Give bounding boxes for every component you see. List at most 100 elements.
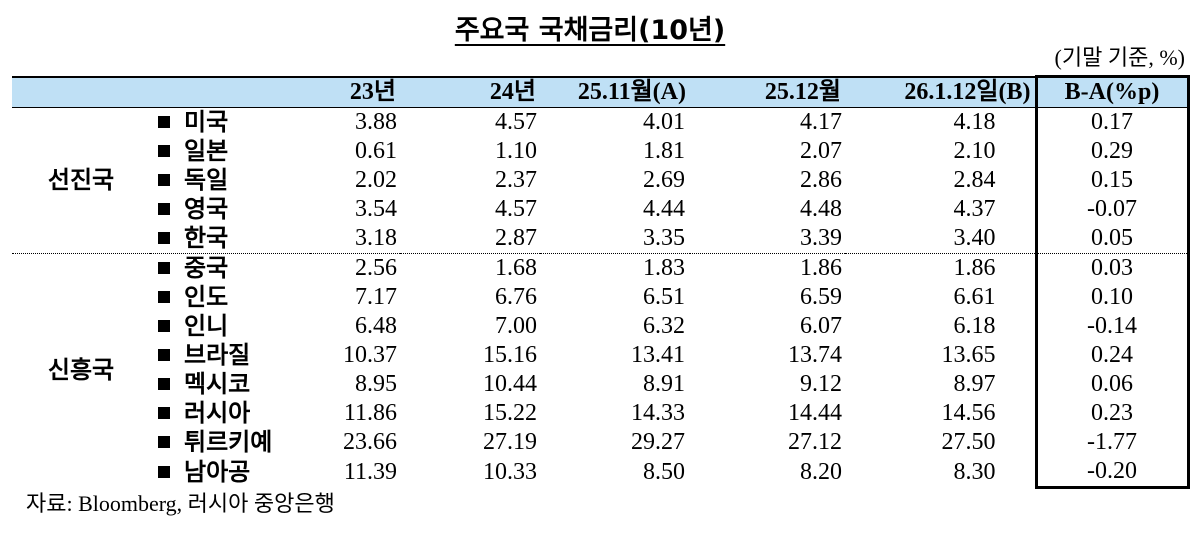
- country-cell: 미국: [150, 108, 310, 138]
- country: 중국: [184, 254, 229, 282]
- value-cell: 4.17: [800, 109, 842, 135]
- column-header: B-A(%p): [1034, 75, 1190, 108]
- country-cell: 일본: [150, 137, 310, 166]
- value-cell: 10.33: [483, 458, 537, 485]
- title: 주요국 국채금리(10년): [0, 8, 1180, 47]
- header-row: 23년 24년 25.11월(A) 25.12월 26.1.12일(B) B-A(%p): [12, 75, 1190, 108]
- country-cell: 한국: [150, 224, 310, 254]
- value-cell: 6.18: [953, 313, 996, 339]
- row: 신흥국 중국 2.56 1.68 1.83 1.86 1.86 0.03: [12, 253, 1190, 488]
- rates-table: 23년 24년 25.11월(A) 25.12월 26.1.12일(B) B-A(%p) …: [12, 75, 1190, 489]
- value-cell: 3.54: [355, 196, 397, 222]
- value-cell: -0.14: [1034, 312, 1190, 341]
- value-cell: 8.20: [800, 458, 842, 485]
- value-cell: 8.97: [953, 371, 996, 397]
- value-cell: 2.07: [800, 138, 842, 164]
- value-cell: 15.16: [483, 342, 537, 368]
- value-cell: 3.35: [643, 225, 685, 251]
- country-cell: 영국: [150, 195, 310, 224]
- value-cell: 0.05: [1034, 224, 1190, 254]
- row: 브라질 10.37 15.16 13.41 13.74 13.65 0.24: [12, 341, 1190, 370]
- value-cell: 4.48: [800, 196, 842, 222]
- column-header: 26.1.12일(B): [845, 75, 1036, 108]
- title-text: 주요국 국채금리(10년): [454, 15, 726, 46]
- value-cell: 0.03: [1034, 253, 1190, 283]
- value-cell: 3.88: [355, 109, 397, 135]
- value-cell: 0.61: [355, 138, 397, 164]
- value-cell: 2.37: [495, 167, 537, 193]
- row: 영국 3.54 4.57 4.44 4.48 4.37 -0.07: [12, 195, 1190, 224]
- bullet: [158, 349, 170, 361]
- value-cell: 8.95: [355, 371, 397, 397]
- value-cell: 0.24: [1034, 341, 1190, 370]
- value-cell: -0.07: [1034, 195, 1190, 224]
- value-cell: 4.57: [495, 196, 537, 222]
- row: 인도 7.17 6.76 6.51 6.59 6.61 0.10: [12, 283, 1190, 312]
- value-cell: 7.17: [355, 284, 397, 310]
- value-cell: 11.86: [343, 400, 397, 426]
- country-cell: 인도: [150, 283, 310, 312]
- country: 독일: [184, 166, 229, 194]
- unit: (기말 기준, %): [1054, 45, 1185, 70]
- country: 남아공: [184, 457, 251, 486]
- value-cell: 27.50: [941, 429, 996, 455]
- bullet: [158, 203, 170, 215]
- value-cell: 1.68: [400, 253, 540, 283]
- value-cell: 10.37: [343, 342, 397, 368]
- value-cell: 1.83: [540, 253, 690, 283]
- value-cell: 13.65: [941, 342, 996, 368]
- value-cell: 2.86: [800, 167, 842, 193]
- country: 미국: [184, 108, 229, 136]
- country: 인니: [184, 312, 229, 340]
- value-cell: 2.69: [643, 167, 685, 193]
- value-cell: 6.07: [800, 313, 842, 339]
- value-cell: 14.44: [788, 400, 842, 426]
- country: 영국: [184, 195, 229, 223]
- country-cell: 멕시코: [150, 370, 310, 399]
- column-header: 24년: [400, 75, 540, 108]
- country-cell: 남아공: [150, 457, 310, 488]
- group-label: 신흥국: [12, 253, 150, 488]
- row: 일본 0.61 1.10 1.81 2.07 2.10 0.29: [12, 137, 1190, 166]
- bullet: [158, 232, 170, 244]
- bullet: [158, 436, 170, 448]
- bullet: [158, 378, 170, 390]
- value-cell: 0.06: [1034, 370, 1190, 399]
- value-cell: 6.32: [643, 313, 685, 339]
- value-cell: 2.10: [953, 138, 996, 164]
- country-cell: 브라질: [150, 341, 310, 370]
- value-cell: 1.86: [690, 253, 845, 283]
- column-header: 25.11월(A): [540, 75, 690, 108]
- column-header: 23년: [310, 75, 400, 108]
- bullet: [158, 465, 170, 478]
- value-cell: 6.48: [355, 313, 397, 339]
- row: 인니 6.48 7.00 6.32 6.07 6.18 -0.14: [12, 312, 1190, 341]
- country-cell: 독일: [150, 166, 310, 195]
- value-cell: 2.87: [495, 225, 537, 251]
- value-cell: 8.50: [643, 458, 685, 485]
- value-cell: 8.30: [953, 458, 996, 485]
- row: 멕시코 8.95 10.44 8.91 9.12 8.97 0.06: [12, 370, 1190, 399]
- value-cell: 23.66: [343, 429, 397, 455]
- row: 한국 3.18 2.87 3.35 3.39 3.40 0.05: [12, 224, 1190, 254]
- value-cell: 4.01: [643, 109, 685, 135]
- country: 한국: [184, 224, 229, 252]
- bullet: [158, 262, 170, 274]
- value-cell: 2.56: [310, 253, 400, 283]
- value-cell: 27.12: [788, 429, 842, 455]
- value-cell: 15.22: [483, 400, 537, 426]
- value-cell: 4.18: [953, 109, 996, 135]
- row: 선진국 미국 3.88 4.57 4.01 4.17 4.18 0.17: [12, 107, 1190, 194]
- source: 자료: Bloomberg, 러시아 중앙은행: [26, 491, 335, 516]
- value-cell: 3.39: [800, 225, 842, 251]
- value-cell: 4.44: [643, 196, 685, 222]
- value-cell: 0.17: [1034, 107, 1190, 137]
- value-cell: 0.10: [1034, 283, 1190, 312]
- value-cell: 2.84: [953, 167, 996, 193]
- row: 러시아 11.86 15.22 14.33 14.44 14.56 0.23: [12, 399, 1190, 428]
- value-cell: 6.76: [495, 284, 537, 310]
- country-cell: 중국: [150, 253, 310, 283]
- row: 튀르키예 23.66 27.19 29.27 27.12 27.50 -1.77: [12, 428, 1190, 457]
- country: 튀르키예: [184, 428, 273, 456]
